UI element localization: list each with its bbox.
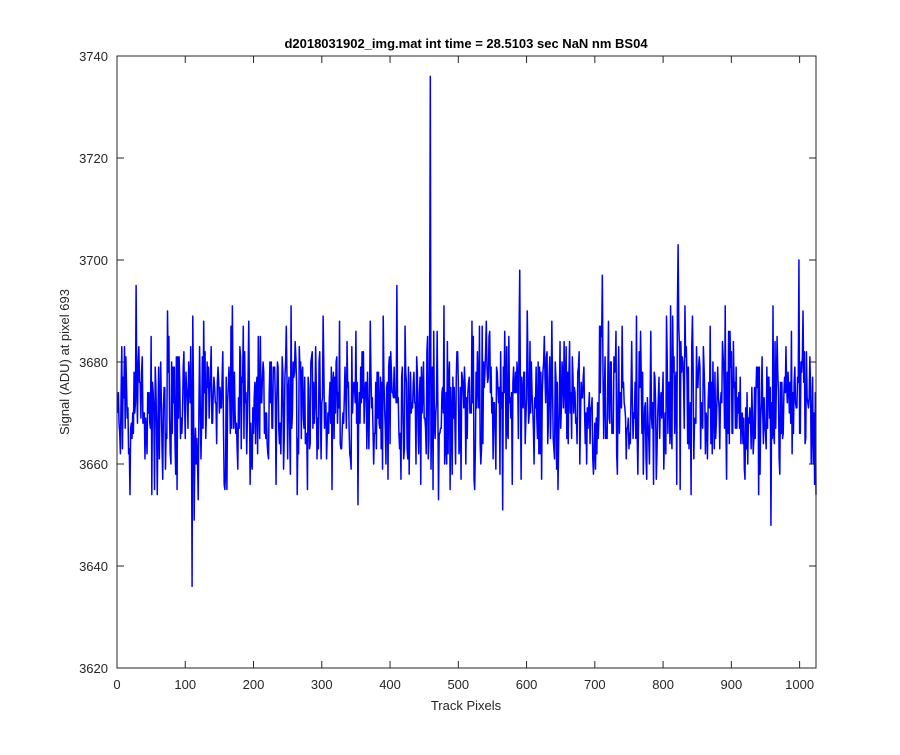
chart-title: d2018031902_img.mat int time = 28.5103 s… [284, 36, 648, 51]
y-tick-label: 3640 [79, 559, 108, 574]
y-tick-label: 3720 [79, 151, 108, 166]
series-line [116, 75, 817, 588]
x-tick-label: 200 [243, 677, 265, 692]
x-axis-label: Track Pixels [431, 698, 502, 713]
y-tick-label: 3740 [79, 49, 108, 64]
y-tick-label: 3700 [79, 253, 108, 268]
y-tick-label: 3660 [79, 457, 108, 472]
x-tick-label: 300 [311, 677, 333, 692]
x-tick-label: 700 [584, 677, 606, 692]
y-axis-label: Signal (ADU) at pixel 693 [57, 289, 72, 435]
y-tick-label: 3680 [79, 355, 108, 370]
x-tick-label: 1000 [785, 677, 814, 692]
x-tick-label: 500 [447, 677, 469, 692]
x-tick-label: 0 [113, 677, 120, 692]
x-tick-label: 800 [652, 677, 674, 692]
series-layer [116, 75, 817, 588]
x-tick-label: 900 [721, 677, 743, 692]
x-tick-label: 100 [174, 677, 196, 692]
y-tick-label: 3620 [79, 661, 108, 676]
x-tick-label: 400 [379, 677, 401, 692]
axes-layer: 0 100 200 300 400 500 600 700 800 900 1000 3620 3640… [79, 49, 817, 692]
x-tick-label: 600 [516, 677, 538, 692]
